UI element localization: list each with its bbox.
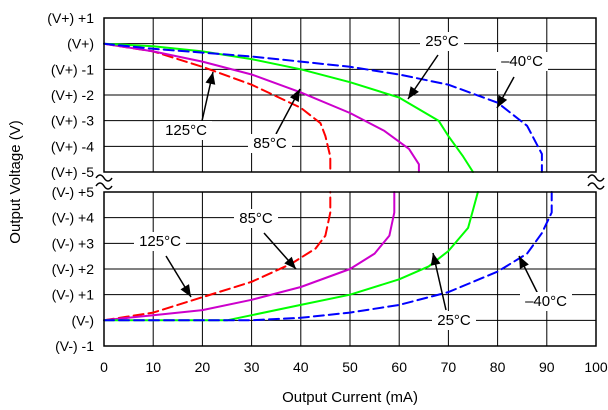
series-line-upper xyxy=(103,42,332,173)
x-tick-label: 30 xyxy=(244,359,260,375)
x-tick-label: 80 xyxy=(490,359,506,375)
annotation-label: 25°C xyxy=(425,33,459,50)
y-tick-label: (V+) -3 xyxy=(51,113,94,129)
annotation-label: 125°C xyxy=(165,122,207,139)
annotation-label-bg xyxy=(496,52,548,71)
annotation-label-bg xyxy=(432,311,476,330)
annotation-label-bg xyxy=(160,121,212,140)
annotation-label: 25°C xyxy=(437,312,471,329)
annotation-label: –40°C xyxy=(525,293,567,310)
annotation-arrowhead xyxy=(289,89,300,102)
series-line-lower xyxy=(103,191,332,322)
y-tick-label: (V+) -5 xyxy=(51,164,94,180)
y-tick-label: (V-) +1 xyxy=(52,287,95,303)
annotation-label: –40°C xyxy=(501,53,543,70)
annotation-label-bg xyxy=(234,209,278,228)
annotation-arrowhead xyxy=(284,256,296,269)
y-tick-label: (V+) -1 xyxy=(51,61,94,77)
y-tick-label: (V+) +1 xyxy=(47,10,94,26)
annotation-label-bg xyxy=(520,292,572,311)
labels: Output Current (mA) Output Voltage (V) (… xyxy=(7,10,608,406)
x-tick-label: 60 xyxy=(391,359,407,375)
series-line-lower xyxy=(103,191,479,322)
x-tick-label: 50 xyxy=(342,359,358,375)
series-line-upper xyxy=(103,42,420,173)
x-tick-label: 20 xyxy=(195,359,211,375)
x-tick-label: 40 xyxy=(293,359,309,375)
annotation-arrowhead xyxy=(205,72,216,85)
y-tick-label: (V-) xyxy=(71,312,94,328)
series-line-upper xyxy=(103,42,474,173)
series-line-lower xyxy=(103,191,396,322)
annotation-arrowhead xyxy=(497,95,508,108)
x-tick-label: 100 xyxy=(584,359,608,375)
annotation-arrowhead xyxy=(180,284,191,297)
axis-break-mark xyxy=(95,182,113,190)
x-tick-label: 70 xyxy=(441,359,457,375)
series-line-lower xyxy=(103,191,553,322)
annotation-label: 85°C xyxy=(239,210,273,227)
annotation-label-bg xyxy=(248,134,292,153)
y-tick-label: (V+) -4 xyxy=(51,138,94,154)
y-tick-label: (V-) +3 xyxy=(52,235,95,251)
series-lines xyxy=(103,42,553,322)
y-tick-label: (V-) +4 xyxy=(52,210,95,226)
axis-break-mark xyxy=(587,174,605,182)
y-tick-label: (V-) -1 xyxy=(55,338,94,354)
annotation-arrowhead xyxy=(430,253,441,266)
annotation-arrowhead xyxy=(519,256,529,269)
annotation-label: 85°C xyxy=(253,135,287,152)
x-axis-title: Output Current (mA) xyxy=(282,389,418,406)
axis-break-mark xyxy=(587,182,605,190)
annotation-arrowhead xyxy=(408,86,419,99)
y-axis-title: Output Voltage (V) xyxy=(7,120,24,243)
x-tick-label: 10 xyxy=(145,359,161,375)
annotation-label-bg xyxy=(134,232,186,251)
annotation-arrows xyxy=(134,32,572,330)
y-tick-label: (V+) -2 xyxy=(51,87,94,103)
y-tick-label: (V-) +5 xyxy=(52,184,95,200)
y-tick-label: (V-) +2 xyxy=(52,261,95,277)
annotation-label-bg xyxy=(420,32,464,51)
plot-frame xyxy=(95,17,605,347)
x-tick-label: 90 xyxy=(539,359,555,375)
upper-panel-frame xyxy=(103,17,597,173)
y-tick-label: (V+) xyxy=(67,36,94,52)
lower-panel-frame xyxy=(103,191,597,347)
x-tick-label: 0 xyxy=(100,359,108,375)
annotation-label: 125°C xyxy=(139,233,181,250)
series-line-upper xyxy=(103,42,543,173)
axis-break-mark xyxy=(95,174,113,182)
